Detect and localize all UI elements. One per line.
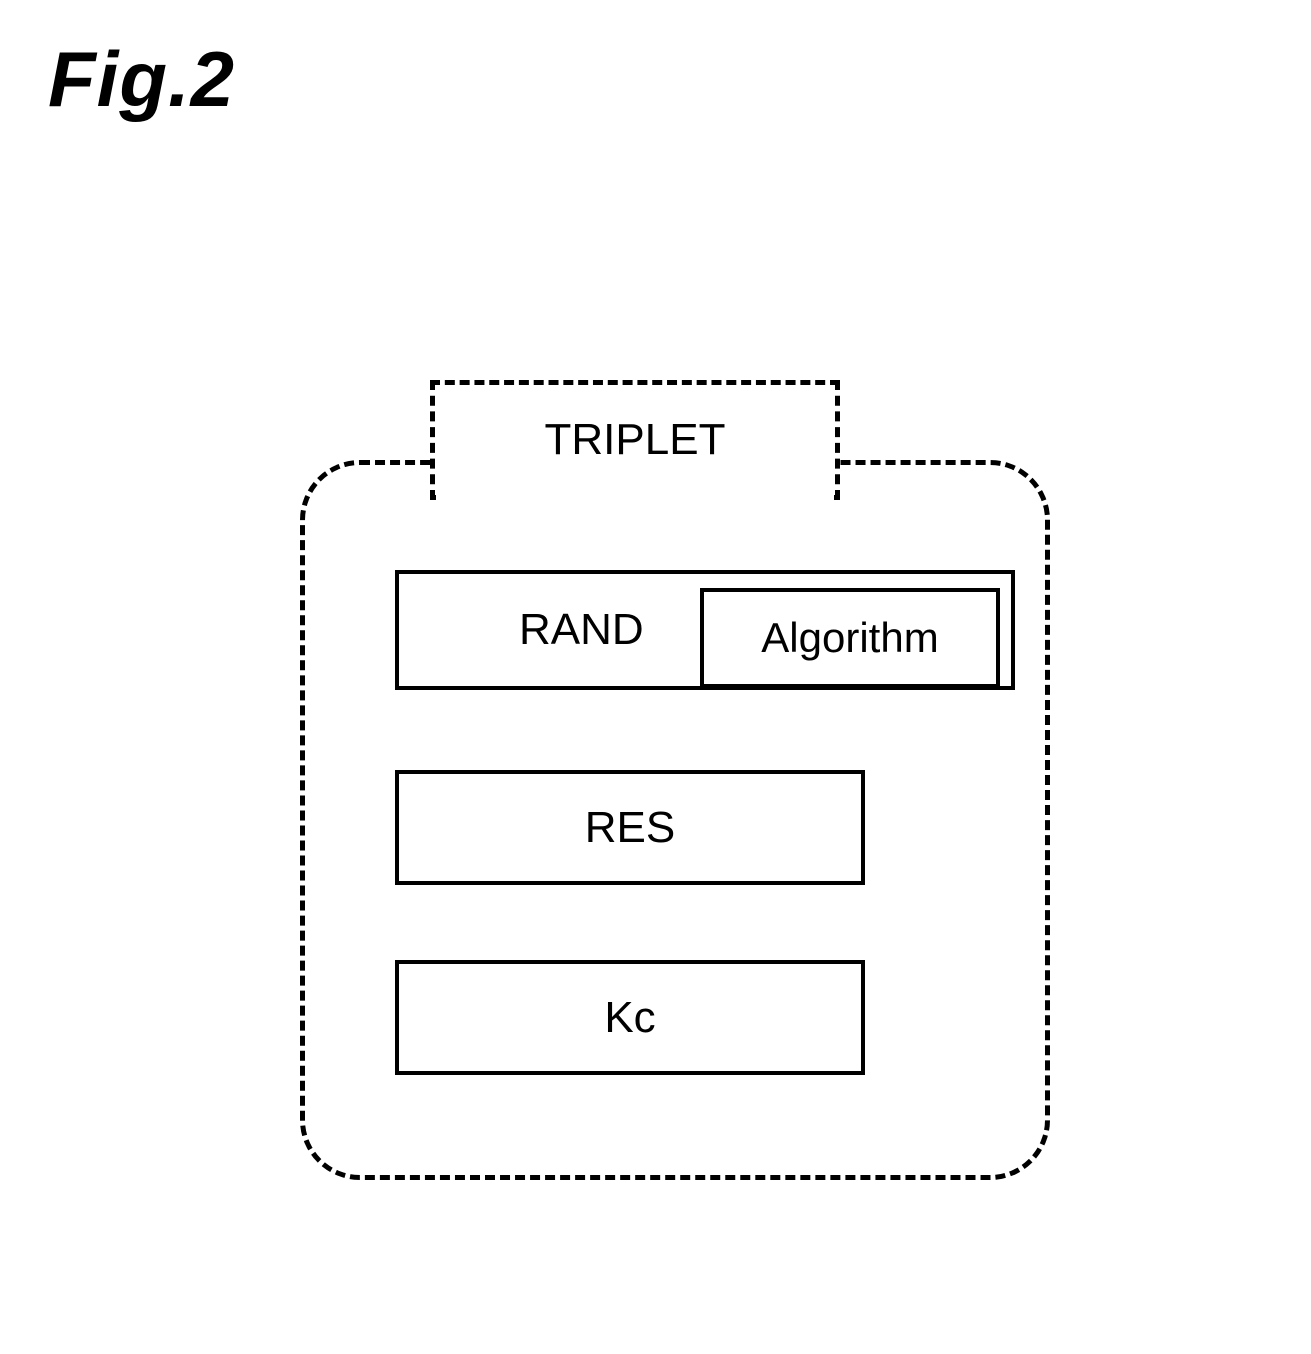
res-label: RES — [585, 803, 675, 853]
kc-box: Kc — [395, 960, 865, 1075]
rand-label: RAND — [519, 605, 644, 655]
tab-bottom-mask — [436, 493, 834, 503]
triplet-tab: TRIPLET — [430, 380, 840, 500]
kc-label: Kc — [604, 993, 655, 1043]
algorithm-inset-box: Algorithm — [700, 588, 1000, 688]
triplet-tab-label: TRIPLET — [545, 415, 726, 465]
figure-canvas: Fig.2 TRIPLET RAND Algorithm RES Kc — [0, 0, 1311, 1354]
algorithm-label: Algorithm — [761, 614, 938, 662]
figure-caption: Fig.2 — [48, 34, 235, 125]
res-box: RES — [395, 770, 865, 885]
